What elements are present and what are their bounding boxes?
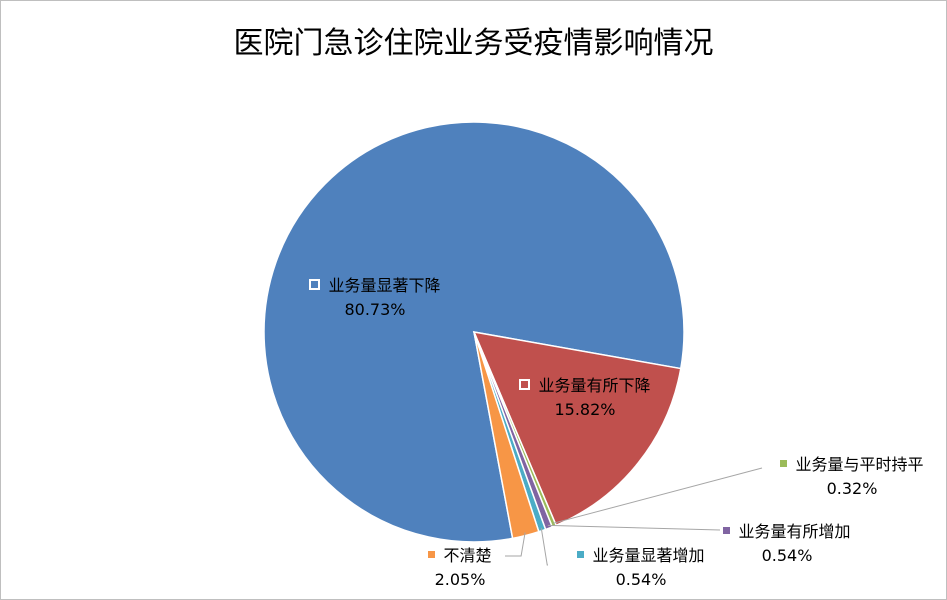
leader-line	[547, 524, 721, 531]
data-label: 业务量有所增加 0.54%	[722, 520, 852, 568]
pie-slice	[473, 331, 540, 540]
data-label: 业务量显著下降 80.73%	[280, 274, 470, 322]
label-name: 业务量有所下降	[538, 376, 651, 395]
legend-key	[428, 551, 436, 558]
label-name: 业务量有所增加	[738, 522, 851, 541]
label-value: 0.54%	[615, 570, 667, 589]
label-name-line: 业务量与平时持平	[762, 453, 942, 477]
label-name-line: 业务量显著下降	[280, 274, 470, 298]
label-value: 0.54%	[761, 546, 813, 565]
label-value: 0.32%	[826, 479, 878, 498]
data-label: 业务量显著增加 0.54%	[556, 544, 726, 592]
label-name: 业务量与平时持平	[795, 455, 924, 474]
legend-key	[780, 460, 788, 467]
label-value: 80.73%	[344, 300, 406, 319]
label-name-line: 业务量显著增加	[556, 544, 726, 568]
label-name-line: 不清楚	[415, 544, 505, 568]
legend-key	[577, 551, 585, 558]
data-label: 业务量与平时持平 0.32%	[762, 453, 942, 501]
chart-title: 医院门急诊住院业务受疫情影响情况	[233, 26, 714, 61]
label-name-line: 业务量有所下降	[490, 374, 680, 398]
legend-key	[519, 379, 531, 390]
label-name: 业务量显著下降	[328, 276, 441, 295]
leader-line	[552, 467, 763, 524]
pie-slice	[263, 121, 685, 543]
label-name-line: 业务量有所增加	[722, 520, 852, 544]
label-value: 2.05%	[434, 570, 486, 589]
data-label: 业务量有所下降 15.82%	[490, 374, 680, 422]
label-name: 不清楚	[443, 546, 492, 565]
data-label: 不清楚 2.05%	[415, 544, 505, 592]
leader-line	[540, 527, 548, 566]
legend-key	[723, 527, 731, 534]
label-value: 15.82%	[554, 400, 616, 419]
leader-line	[505, 532, 526, 557]
legend-key	[309, 279, 321, 290]
label-name: 业务量显著增加	[592, 546, 705, 565]
